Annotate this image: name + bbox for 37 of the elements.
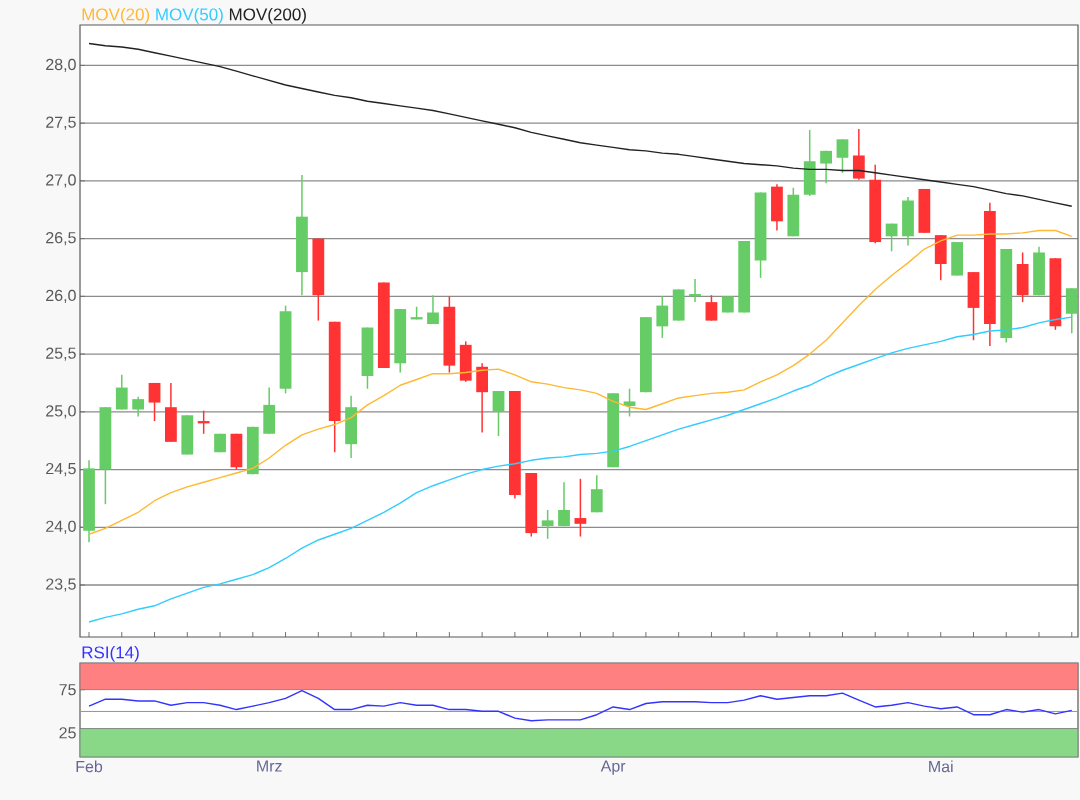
y-tick-label: 24,5 bbox=[46, 462, 76, 477]
candlestick bbox=[132, 396, 145, 418]
y-tick-label: 75 bbox=[59, 684, 76, 696]
candlestick bbox=[115, 374, 128, 411]
y-tick-label: 25,5 bbox=[46, 347, 76, 361]
y-tick-label: 26,5 bbox=[46, 232, 76, 246]
text: MOV(50) bbox=[156, 7, 223, 24]
x-tick-label: Feb bbox=[76, 760, 103, 773]
candlestick bbox=[705, 294, 718, 322]
line-series bbox=[88, 229, 1073, 535]
text: RSI(14) bbox=[82, 645, 139, 662]
y-tick-label: 27,0 bbox=[46, 174, 76, 188]
x-tick-label: Mai bbox=[929, 760, 953, 773]
candlestick bbox=[558, 481, 570, 527]
y-tick-label: 27,5 bbox=[46, 116, 76, 130]
candlestick bbox=[148, 382, 161, 422]
line-series bbox=[88, 316, 1073, 623]
candlestick bbox=[492, 390, 505, 437]
candlestick bbox=[427, 294, 439, 325]
candlestick bbox=[836, 138, 849, 174]
y-tick-label: 24,0 bbox=[46, 520, 76, 534]
x-tick-label: Mrz bbox=[257, 760, 282, 772]
y-tick-label: 28,0 bbox=[46, 58, 76, 73]
candlestick bbox=[541, 509, 554, 540]
candlestick bbox=[656, 295, 669, 339]
x-tick-label: Apr bbox=[600, 760, 626, 775]
candlestick bbox=[820, 150, 832, 184]
text: MOV(200) bbox=[229, 7, 306, 24]
candlestick bbox=[852, 128, 865, 181]
text: MOV(20) bbox=[82, 7, 150, 24]
candlestick bbox=[623, 387, 636, 418]
y-tick-label: 25,0 bbox=[46, 405, 76, 419]
candlestick bbox=[574, 478, 587, 538]
y-tick-label: 26,0 bbox=[46, 289, 76, 303]
y-tick-label: 25 bbox=[59, 727, 76, 739]
candlestick bbox=[590, 474, 603, 514]
y-tick-label: 23,5 bbox=[46, 578, 76, 592]
